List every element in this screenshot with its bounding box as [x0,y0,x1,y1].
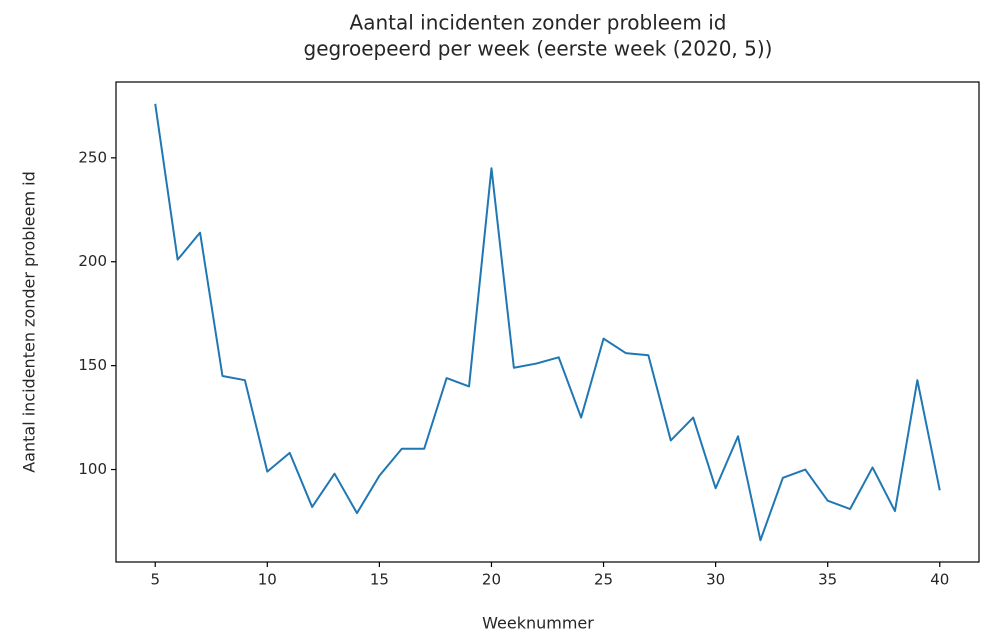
y-tick-label: 250 [78,148,107,166]
x-axis-label: Weeknummer [482,614,594,633]
y-tick-label: 150 [78,356,107,374]
x-tick-label: 10 [258,571,277,589]
x-tick-label: 40 [930,571,949,589]
x-tick-label: 20 [482,571,501,589]
data-line [154,103,941,542]
x-tick-label: 35 [818,571,837,589]
plot-frame [115,81,980,563]
x-tick-label: 30 [706,571,725,589]
x-tick-label: 25 [594,571,613,589]
y-tick-label: 200 [78,252,107,270]
x-tick-label: 15 [370,571,389,589]
y-axis-label: Aantal incidenten zonder probleem id [20,171,39,473]
chart-title: gegroepeerd per week (eerste week (2020,… [304,37,773,61]
chart-title: Aantal incidenten zonder probleem id [350,11,727,35]
x-tick-label: 5 [150,571,160,589]
y-tick-label: 100 [78,460,107,478]
